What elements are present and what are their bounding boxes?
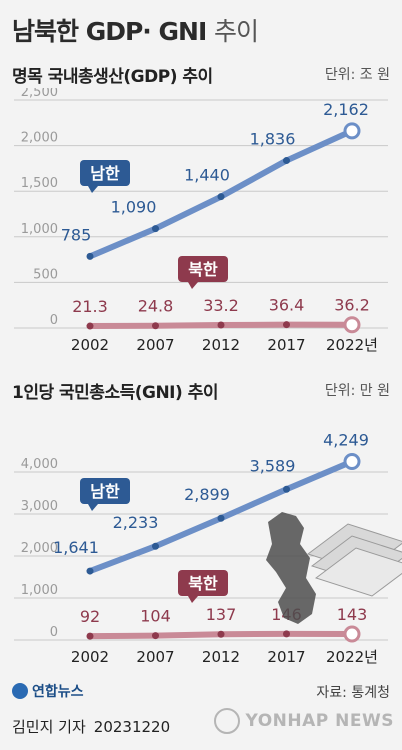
south-korea-point <box>86 567 94 575</box>
y-tick-label: 0 <box>50 625 58 640</box>
south-korea-callout-pointer <box>88 504 98 511</box>
south-korea-legend-label: 남한 <box>90 164 120 183</box>
north-korea-callout-pointer <box>188 282 198 289</box>
north-korea-data-label: 137 <box>206 605 237 624</box>
gdp-chart: 0 500 1,000 1,500 2,000 2,500 2002 2007 2012 2017… <box>14 88 388 354</box>
north-korea-callout-pointer <box>188 596 198 603</box>
north-korea-point <box>283 321 290 329</box>
south-korea-point <box>283 485 290 493</box>
north-korea-data-label: 21.3 <box>72 297 108 316</box>
watermark-ring-icon <box>213 708 240 734</box>
north-korea-data-label: 33.2 <box>203 296 239 315</box>
y-tick-label: 500 <box>33 267 58 282</box>
north-korea-callout <box>178 570 228 596</box>
south-korea-data-label: 1,090 <box>111 198 157 217</box>
south-korea-data-label: 2,899 <box>184 485 230 504</box>
south-korea-data-label: 2,233 <box>113 513 159 532</box>
south-korea-point <box>283 157 290 165</box>
x-tick-label: 2017 <box>267 336 305 354</box>
south-korea-point <box>152 542 159 550</box>
x-tick-label: 2012 <box>202 336 240 354</box>
watermark: YONHAP NEWS <box>213 708 394 734</box>
south-korea-callout <box>80 160 130 186</box>
south-korea-data-label: 3,589 <box>250 456 296 475</box>
x-tick-label: 2007 <box>136 648 174 666</box>
south-korea-data-label: 1,836 <box>250 130 296 149</box>
y-tick-label: 1,500 <box>21 176 58 191</box>
south-korea-callout <box>80 478 130 504</box>
south-korea-point <box>343 453 361 471</box>
x-tick-label: 2007 <box>136 336 174 354</box>
south-korea-data-label: 4,249 <box>323 431 369 450</box>
south-korea-point <box>217 193 225 201</box>
gdp-unit-label: 단위: 조 원 <box>324 67 390 83</box>
gdp-panel-title: 명목 국내총생산(GDP) 추이 <box>12 67 213 87</box>
y-tick-label: 1,000 <box>21 222 58 237</box>
yonhap-logo-mark-icon <box>12 683 28 699</box>
north-korea-data-label: 143 <box>337 605 368 624</box>
north-korea-data-label: 36.4 <box>269 296 305 315</box>
gni-panel-title: 1인당 국민총소득(GNI) 추이 <box>12 383 218 403</box>
south-korea-data-label: 785 <box>61 225 92 244</box>
south-korea-point <box>86 252 94 260</box>
y-tick-label: 2,000 <box>21 131 58 146</box>
y-tick-label: 4,000 <box>21 457 58 472</box>
yonhap-logo: 연합뉴스 <box>12 681 84 701</box>
south-korea-point <box>343 122 361 140</box>
south-korea-data-label: 1,641 <box>53 538 99 557</box>
north-korea-point <box>217 630 225 638</box>
x-tick-label: 2022년 <box>326 336 378 354</box>
gni-chart: 0 1,000 2,000 3,000 4,000 2002 2007 2012 2017 202… <box>14 431 402 666</box>
north-korea-point <box>86 632 94 640</box>
north-korea-data-label: 92 <box>80 607 100 626</box>
south-korea-callout-pointer <box>88 186 98 193</box>
x-tick-label: 2002 <box>71 648 109 666</box>
byline: 김민지 기자 20231220 <box>12 716 178 737</box>
south-korea-point <box>152 225 159 233</box>
south-korea-point <box>217 514 225 522</box>
north-korea-point <box>86 322 94 330</box>
north-korea-callout <box>178 256 228 282</box>
north-korea-point <box>152 632 159 640</box>
north-korea-data-label: 36.2 <box>334 296 370 315</box>
korean-peninsula-icon <box>266 512 316 624</box>
north-korea-legend-label: 북한 <box>188 574 218 593</box>
north-korea-point <box>343 316 361 334</box>
south-korea-data-label: 1,440 <box>184 166 230 185</box>
north-korea-point <box>152 322 159 330</box>
north-korea-data-label: 24.8 <box>138 297 174 316</box>
south-korea-legend-label: 남한 <box>90 482 120 501</box>
x-tick-label: 2002 <box>71 336 109 354</box>
x-tick-label: 2017 <box>267 648 305 666</box>
south-korea-data-label: 2,162 <box>323 100 369 119</box>
y-tick-label: 3,000 <box>21 499 58 514</box>
y-tick-label: 2,000 <box>21 541 58 556</box>
y-tick-label: 0 <box>50 313 58 328</box>
source-note: 자료: 통계청 <box>316 685 390 701</box>
y-tick-label: 2,500 <box>21 88 58 100</box>
date: 20231220 <box>93 718 171 736</box>
y-tick-label: 1,000 <box>21 583 58 598</box>
page-title: 남북한 GDP· GNI 추이 <box>12 17 259 46</box>
gni-unit-label: 단위: 만 원 <box>324 383 390 399</box>
x-tick-label: 2012 <box>202 648 240 666</box>
north-korea-point <box>343 625 361 643</box>
north-korea-legend-label: 북한 <box>188 260 218 279</box>
banknote-icon <box>314 547 402 597</box>
north-korea-point <box>283 630 290 638</box>
north-korea-point <box>217 321 225 329</box>
author: 김민지 기자 <box>12 718 86 736</box>
north-korea-data-label: 104 <box>140 607 171 626</box>
x-tick-label: 2022년 <box>326 648 378 666</box>
